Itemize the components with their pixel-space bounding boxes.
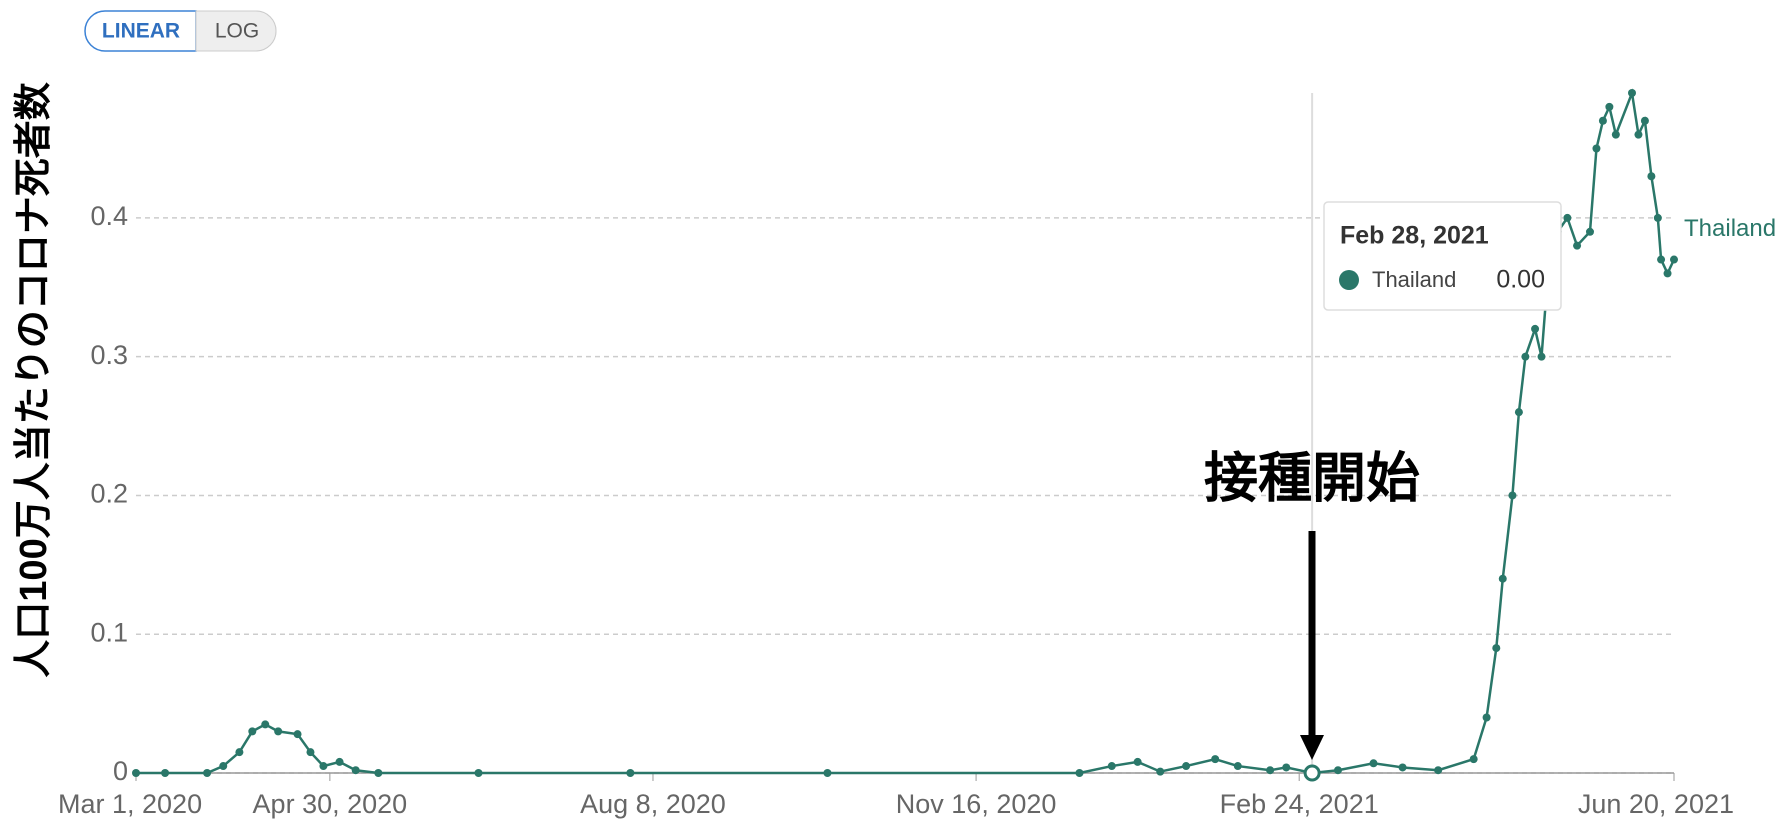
x-tick-label: Jun 20, 2021 (1578, 789, 1734, 819)
data-point (319, 762, 328, 771)
data-point (1434, 766, 1443, 775)
x-tick-label: Mar 1, 2020 (58, 789, 202, 819)
x-tick-label: Aug 8, 2020 (580, 789, 726, 819)
data-point (1107, 762, 1116, 771)
data-point (1508, 491, 1517, 500)
tooltip-swatch (1339, 270, 1359, 290)
data-point (1482, 713, 1491, 722)
data-point (132, 769, 140, 777)
data-point (1156, 767, 1165, 776)
tooltip-name: Thailand (1372, 267, 1456, 292)
data-point (1531, 324, 1540, 333)
data-point (1592, 144, 1601, 153)
data-point (474, 769, 483, 777)
data-point (1634, 130, 1643, 139)
data-point (351, 766, 360, 775)
data-point (1398, 763, 1407, 772)
data-point (1469, 755, 1478, 764)
data-point (1598, 116, 1607, 125)
data-point (1492, 644, 1501, 653)
data-point (823, 769, 832, 777)
x-tick-label: Apr 30, 2020 (253, 789, 408, 819)
data-point (293, 730, 302, 739)
data-point (1514, 408, 1523, 417)
y-tick-label: 0.2 (90, 479, 128, 509)
tooltip-value: 0.00 (1496, 266, 1545, 294)
annotation-arrowhead (1300, 735, 1324, 760)
y-tick-label: 0 (113, 756, 128, 786)
data-point (235, 748, 244, 757)
data-point (1133, 757, 1142, 766)
annotation: 接種開始 (1204, 448, 1420, 508)
data-point (1563, 213, 1572, 222)
data-point (1585, 227, 1594, 236)
data-point (1605, 102, 1614, 111)
log-bg[interactable] (195, 10, 277, 52)
data-point (1211, 755, 1220, 764)
data-point (248, 727, 257, 736)
hover-point (1303, 764, 1321, 782)
data-point (335, 757, 344, 766)
data-point (306, 748, 315, 757)
x-tick-label: Feb 24, 2021 (1220, 789, 1379, 819)
data-point (219, 762, 228, 771)
data-point (203, 769, 212, 777)
data-point (374, 769, 383, 777)
linear-button[interactable]: LINEAR (102, 20, 180, 43)
data-point (1611, 130, 1620, 139)
data-point (1627, 89, 1636, 97)
tooltip-box (1323, 201, 1562, 311)
series-line (136, 88, 1676, 775)
data-point (1266, 766, 1275, 775)
y-tick-label: 0.3 (90, 340, 128, 370)
y-tick-label: 0.4 (90, 201, 128, 231)
data-point (1663, 269, 1672, 278)
data-point (626, 769, 635, 777)
tooltip-title: Feb 28, 2021 (1340, 222, 1489, 250)
data-point (1647, 172, 1656, 181)
data-point (1640, 116, 1649, 125)
data-point (1282, 763, 1291, 772)
y-axis-label: 人口100万人当たりのコロナ死者数 (13, 82, 55, 677)
data-point (1670, 255, 1678, 264)
data-point (161, 769, 170, 777)
data-point (261, 720, 270, 729)
data-point (1521, 352, 1530, 361)
linear-bg[interactable] (84, 10, 197, 52)
log-button[interactable]: LOG (215, 20, 259, 43)
data-point (1075, 769, 1084, 777)
data-point (1657, 255, 1666, 264)
data-point (1498, 574, 1507, 583)
y-tick-label: 0.1 (90, 617, 128, 647)
data-point (1537, 352, 1546, 361)
data-point (1233, 762, 1242, 771)
data-point (274, 727, 283, 736)
data-point (1333, 766, 1342, 775)
data-point (1369, 759, 1378, 768)
series-label: Thailand (1684, 215, 1776, 242)
x-tick-label: Nov 16, 2020 (896, 789, 1057, 819)
data-point (1573, 241, 1582, 250)
data-point (1653, 213, 1662, 222)
data-point (1182, 762, 1191, 771)
